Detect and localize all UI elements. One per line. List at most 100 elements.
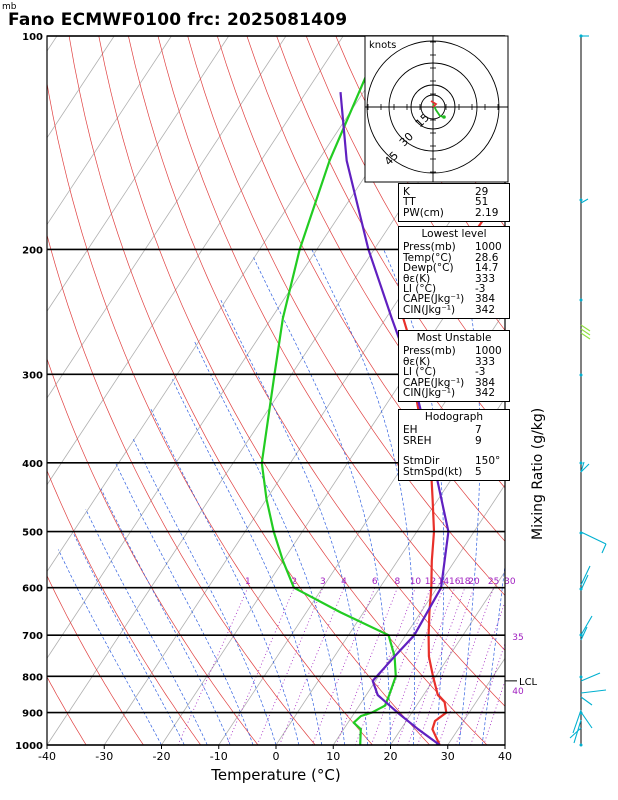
wind-profile [569, 34, 607, 747]
index-row: Press(mb) 1000 [399, 345, 509, 358]
y-tick-label: 200 [22, 245, 43, 256]
y-tick-label: 900 [22, 709, 43, 720]
index-value: 342 [475, 387, 496, 400]
index-key: LI (°C) [403, 283, 437, 296]
wind-barb [580, 626, 588, 641]
index-row: Dewp(°C) 14.7 [399, 262, 509, 275]
index-key: PW(cm) [403, 206, 444, 219]
index-value: 342 [475, 303, 496, 316]
isotherm-line [161, 223, 505, 745]
mixing-ratio-line [483, 679, 505, 745]
index-value: 29 [475, 186, 489, 198]
mixing-ratio-tick-label: 8 [395, 577, 401, 587]
wind-barb [580, 672, 601, 682]
index-row: TT 51 [399, 196, 509, 209]
mixing-ratio-line [279, 587, 345, 745]
isotherm-line [47, 36, 230, 313]
x-tick-label: 40 [498, 750, 512, 763]
index-value: 14.7 [475, 262, 499, 275]
dry-adiabat-line [128, 36, 505, 707]
wind-barb [580, 615, 593, 636]
index-value: -3 [475, 283, 486, 296]
moist-adiabat-line [311, 249, 415, 745]
x-tick-label: 20 [384, 750, 398, 763]
dry-adiabat-line [47, 469, 201, 745]
index-key: StmDir [403, 455, 440, 468]
y-tick-label: 400 [22, 459, 43, 470]
mixing-ratio-line [407, 587, 466, 745]
dry-adiabat-line [47, 575, 144, 745]
index-row: SREH 9 [399, 435, 509, 446]
wind-barb [569, 727, 582, 739]
y-tick-label: 800 [22, 672, 43, 683]
y-tick-label: 1000 [15, 741, 43, 752]
index-row: Press(mb) 1000 [399, 241, 509, 254]
mixing-ratio-tick-label: 6 [372, 577, 378, 587]
dry-adiabat-line [47, 233, 316, 745]
wind-barb [580, 328, 591, 336]
dry-adiabat-line [47, 676, 87, 745]
index-key: K [403, 186, 410, 198]
index-row: LI (°C) -3 [399, 283, 509, 296]
y-tick-label: 100 [22, 32, 43, 43]
index-key: TT [403, 196, 416, 209]
mixing-ratio-axis-label: Mixing Ratio (g/kg) [530, 407, 546, 540]
mixing-ratio-line [256, 587, 324, 745]
index-panel-title: Lowest level [421, 228, 487, 240]
index-panel: Hodograph EH 7 SREH 9 StmDir 150° StmSpd(kt) 5 [398, 409, 510, 482]
index-panel-title: Hodograph [424, 411, 484, 423]
dry-adiabat-line [246, 36, 505, 489]
dry-adiabat-line [47, 81, 373, 745]
mixing-ratio-line [417, 587, 475, 745]
mixing-ratio-tick-label: 2 [291, 577, 297, 587]
index-key: StmSpd(kt) [403, 465, 463, 478]
mixing-ratio-line [311, 587, 376, 745]
moist-adiabat-line [194, 341, 346, 745]
isotherm-line [47, 36, 115, 139]
y-tick-label: 700 [22, 631, 43, 642]
index-value: 1000 [475, 345, 502, 358]
x-tick-label: 30 [441, 750, 455, 763]
dry-adiabat-line [573, 36, 618, 745]
wind-barb [580, 461, 585, 473]
index-key: Press(mb) [403, 345, 456, 358]
x-tick-label: 10 [326, 750, 340, 763]
index-row: K 29 [399, 186, 509, 198]
moist-adiabat-line [115, 462, 254, 745]
wind-barb [580, 531, 607, 545]
wind-barb [580, 711, 593, 729]
hodograph-storm-marker [430, 100, 438, 108]
mixing-ratio-tick-label: 35 [512, 633, 523, 643]
wind-barb [580, 696, 593, 706]
wind-barb [580, 324, 591, 332]
index-panel: Most Unstable Press(mb) 1000 θε(K) 333 LI (°C… [398, 330, 510, 403]
mixing-ratio-line [335, 587, 398, 745]
index-key: CIN(Jkg⁻¹) [403, 387, 456, 400]
mixing-ratio-tick-label: 18 [459, 577, 471, 587]
index-panel: K 29 TT 51 PW(cm) 2.19 [398, 183, 510, 223]
mixing-ratio-tick-label: 4 [341, 577, 347, 587]
x-tick-label: -20 [153, 750, 171, 763]
index-value: 2.19 [475, 206, 499, 219]
index-panel-title: Most Unstable [416, 332, 492, 344]
index-row: θε(K) 333 [399, 273, 509, 284]
index-value: 1000 [475, 241, 502, 254]
index-row: CAPE(Jkg⁻¹) 384 [399, 377, 509, 388]
mixing-ratio-line [226, 587, 295, 745]
index-row: PW(cm) 2.19 [399, 206, 509, 219]
wind-point [579, 675, 583, 679]
x-axis-label: Temperature (°C) [210, 766, 340, 784]
index-key: Temp(°C) [403, 251, 452, 264]
mixing-ratio-line [455, 600, 505, 745]
y-tick-label: 600 [22, 584, 43, 595]
x-tick-label: -10 [210, 750, 228, 763]
isotherm-line [47, 36, 172, 226]
hodograph-unit-label: knots [369, 40, 396, 51]
wind-point [579, 531, 583, 535]
wind-point [579, 198, 583, 202]
mixing-ratio-line [370, 587, 431, 745]
x-tick-label: -40 [38, 750, 56, 763]
index-value: 5 [475, 465, 482, 478]
